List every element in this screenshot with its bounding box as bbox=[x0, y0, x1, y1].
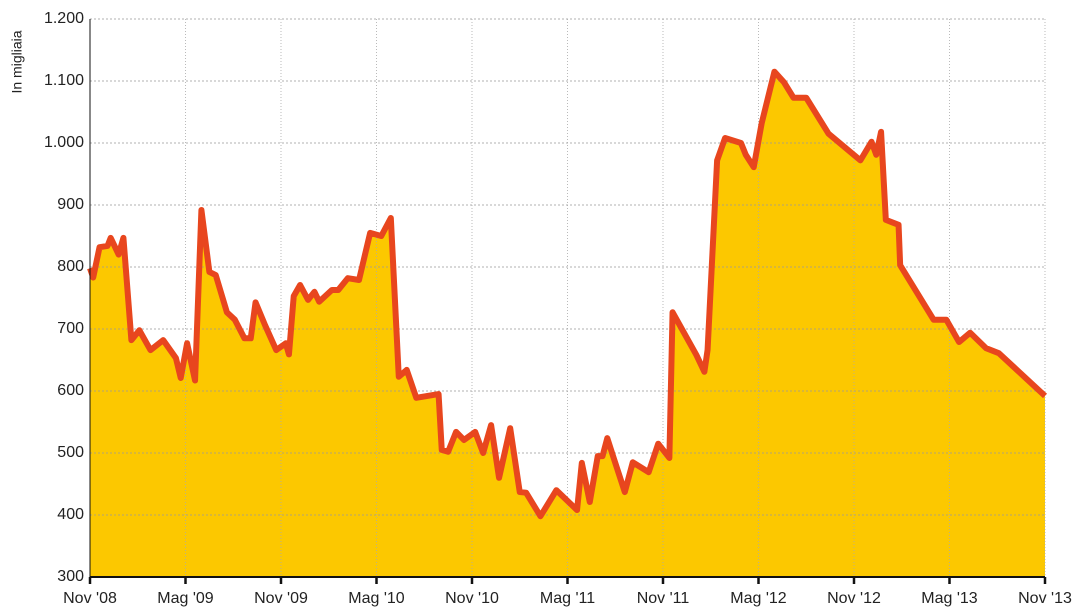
x-tick-label: Nov '11 bbox=[637, 590, 690, 607]
x-tick-label: Nov '09 bbox=[254, 590, 308, 607]
y-tick-label: 500 bbox=[57, 444, 84, 461]
y-axis-label: In migliaia bbox=[9, 30, 25, 93]
y-tick-label: 1.100 bbox=[44, 72, 84, 89]
y-tick-label: 700 bbox=[57, 320, 84, 337]
y-tick-label: 300 bbox=[57, 568, 84, 585]
y-tick-label: 900 bbox=[57, 196, 84, 213]
x-tick-label: Nov '10 bbox=[445, 590, 499, 607]
x-tick-label: Nov '12 bbox=[827, 590, 881, 607]
x-tick-label: Nov '08 bbox=[63, 590, 117, 607]
y-tick-label: 1.000 bbox=[44, 134, 84, 151]
x-tick-label: Nov '13 bbox=[1018, 590, 1072, 607]
x-tick-label: Mag '09 bbox=[157, 590, 214, 607]
x-tick-label: Mag '10 bbox=[348, 590, 405, 607]
y-tick-label: 600 bbox=[57, 382, 84, 399]
x-tick-label: Mag '11 bbox=[540, 590, 595, 607]
y-tick-label: 800 bbox=[57, 258, 84, 275]
y-tick-label: 400 bbox=[57, 506, 84, 523]
x-tick-label: Mag '13 bbox=[921, 590, 978, 607]
x-tick-label: Mag '12 bbox=[730, 590, 787, 607]
area bbox=[90, 71, 1045, 577]
y-tick-label: 1.200 bbox=[44, 10, 84, 27]
line bbox=[87, 68, 1048, 520]
